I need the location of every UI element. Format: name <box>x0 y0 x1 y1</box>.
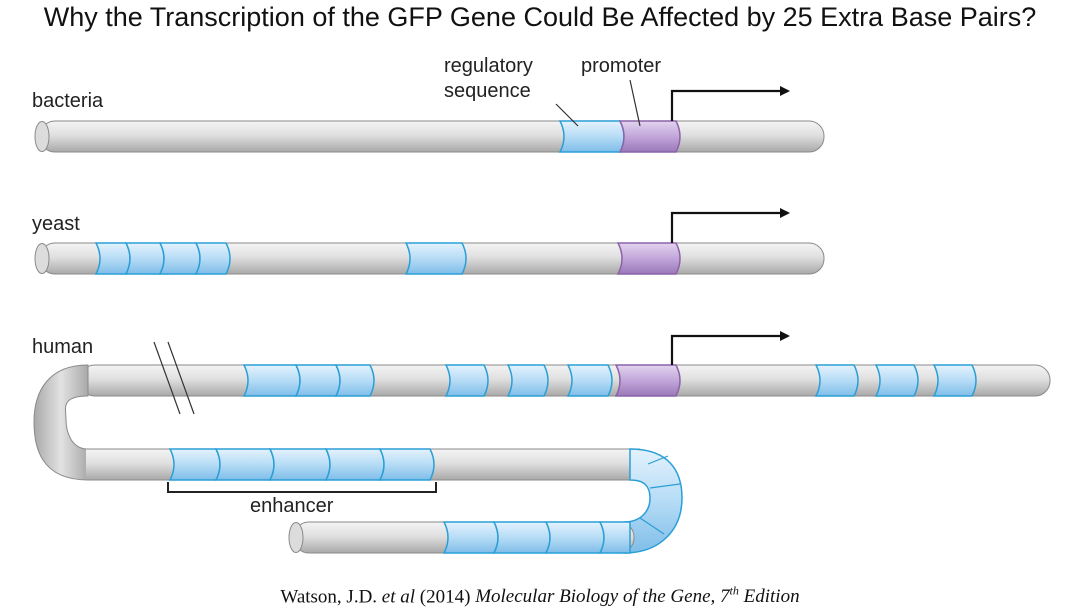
human-dna <box>33 331 1051 554</box>
human-promoter <box>614 364 681 397</box>
strand-break-mark <box>153 341 195 415</box>
label-enhancer: enhancer <box>250 495 334 517</box>
regulatory-pointer <box>555 103 579 127</box>
yeast-transcription-arrow <box>670 208 790 243</box>
label-promoter: promoter <box>581 55 662 77</box>
human-top-regulatory <box>242 364 977 397</box>
label-yeast: yeast <box>32 213 80 235</box>
citation-year: (2014) <box>415 586 476 608</box>
bacteria-promoter <box>618 120 681 153</box>
human-left-bend <box>33 364 89 481</box>
citation-etal: et al <box>381 586 416 608</box>
label-regulatory-line1: regulatory <box>444 55 533 77</box>
label-human: human <box>32 336 94 358</box>
citation-book: Molecular Biology of the Gene, 7th Editi… <box>475 584 800 608</box>
enhancer-bracket <box>167 482 437 493</box>
human-enhancer-elements <box>168 448 435 481</box>
label-regulatory-line2: sequence <box>444 80 531 102</box>
yeast-promoter <box>616 242 681 275</box>
slide-title: Why the Transcription of the GFP Gene Co… <box>43 2 1037 32</box>
label-bacteria: bacteria <box>32 90 104 112</box>
bacteria-dna <box>34 79 825 153</box>
human-bottom-regulatory <box>442 521 631 554</box>
promoter-pointer <box>629 79 641 127</box>
yeast-regulatory-cluster-1 <box>94 242 231 275</box>
bacteria-regulatory-sequence <box>558 120 625 153</box>
human-transcription-arrow <box>670 331 790 365</box>
citation: Watson, J.D. et al (2014) Molecular Biol… <box>0 584 1080 608</box>
bacteria-transcription-arrow <box>670 86 790 121</box>
yeast-regulatory-2 <box>404 242 467 275</box>
yeast-dna <box>34 208 825 275</box>
citation-author: Watson, J.D. <box>280 586 382 608</box>
